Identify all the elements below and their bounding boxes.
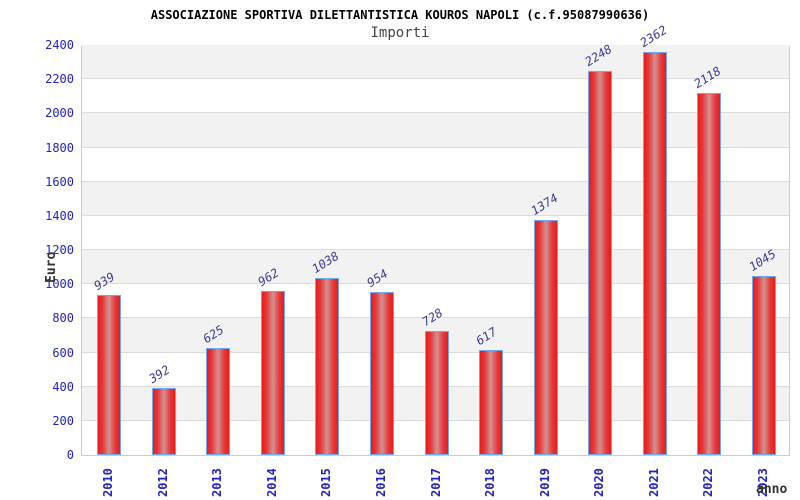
x-axis-tick-label: 2013 <box>210 468 225 497</box>
gridline <box>82 214 789 216</box>
x-axis-tick-label: 2012 <box>155 468 170 497</box>
bar <box>315 277 340 455</box>
y-axis-tick-label: 400 <box>52 379 74 394</box>
gridline <box>82 112 789 114</box>
x-axis-tick-label: 2014 <box>264 468 279 497</box>
gridline <box>82 180 789 182</box>
plot-band <box>82 79 789 113</box>
bar <box>206 348 231 455</box>
gridline <box>82 78 789 80</box>
bar <box>151 388 176 455</box>
plot-band <box>82 148 789 182</box>
bar <box>751 276 776 455</box>
x-axis-tick-label: 2016 <box>373 468 388 497</box>
y-axis-tick-label: 1400 <box>45 208 74 223</box>
bar <box>97 294 122 455</box>
plot-band <box>82 113 789 148</box>
y-axis-tick-label: 200 <box>52 413 74 428</box>
bar <box>697 93 722 455</box>
chart-title: ASSOCIAZIONE SPORTIVA DILETTANTISTICA KO… <box>150 8 650 22</box>
x-axis-tick-label: 2017 <box>428 468 443 497</box>
x-axis-title: anno <box>756 482 788 497</box>
x-axis-tick-label: 2022 <box>701 468 716 497</box>
plot-band <box>82 45 789 80</box>
x-axis-tick-label: 2020 <box>592 468 607 497</box>
x-axis-tick-label: 2021 <box>646 468 661 497</box>
x-axis-tick-label: 2018 <box>483 468 498 497</box>
y-axis-tick-label: 0 <box>66 448 74 462</box>
gridline <box>82 283 789 285</box>
y-axis-tick-label: 1800 <box>45 140 74 155</box>
bar <box>642 51 667 455</box>
bar <box>260 290 285 455</box>
chart-subtitle: Importi <box>370 25 430 41</box>
gridline <box>82 317 789 319</box>
gridline <box>82 249 789 250</box>
bar <box>424 330 449 455</box>
y-axis-tick-label: 800 <box>52 311 74 326</box>
y-axis-tick-label: 1600 <box>45 174 74 189</box>
x-axis-tick-label: 2019 <box>537 468 552 497</box>
plot-area <box>81 45 790 456</box>
x-axis-tick-label: 2015 <box>319 468 334 497</box>
plot-band <box>82 284 789 318</box>
bar <box>533 220 558 455</box>
plot-band <box>82 181 789 216</box>
y-axis-tick-label: 2000 <box>45 106 74 121</box>
y-axis-tick-label: 2200 <box>45 72 74 87</box>
bar <box>369 292 394 455</box>
bar <box>479 349 504 455</box>
bar <box>588 70 613 455</box>
x-axis-tick-label: 2010 <box>101 468 116 497</box>
plot-band <box>82 216 789 250</box>
y-axis-tick-label: 600 <box>52 345 74 360</box>
plot-band <box>82 250 789 285</box>
gridline <box>82 146 789 148</box>
y-axis-title: Euro <box>44 251 59 283</box>
